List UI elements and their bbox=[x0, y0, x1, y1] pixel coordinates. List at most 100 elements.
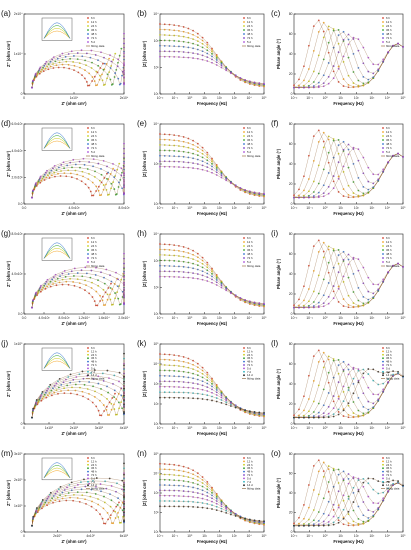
legend-label: 72 h bbox=[386, 146, 392, 150]
legend-marker bbox=[382, 139, 384, 141]
panel-label: (m) bbox=[1, 449, 13, 458]
series-36h bbox=[159, 39, 265, 86]
legend-label: 12 h bbox=[247, 20, 253, 24]
x-tick-label: 10⁻² bbox=[291, 96, 298, 100]
y-tick-label: 10⁴ bbox=[153, 122, 159, 126]
legend-marker bbox=[382, 374, 384, 377]
fit-line bbox=[31, 158, 125, 198]
panel-label: (c) bbox=[271, 9, 281, 18]
legend-label: 36 h bbox=[247, 356, 253, 360]
legend-label: 14 d bbox=[247, 373, 253, 377]
fit-line bbox=[31, 263, 125, 308]
legend-marker bbox=[87, 135, 89, 137]
fit-line bbox=[160, 506, 265, 522]
x-tick-label: 10⁻¹ bbox=[306, 426, 313, 430]
series-7d bbox=[159, 500, 265, 523]
legend-label: 12 h bbox=[91, 130, 97, 134]
x-tick-label: 10² bbox=[217, 316, 223, 320]
x-tick-label: 10³ bbox=[369, 534, 375, 538]
legend-label: 24 h bbox=[91, 463, 97, 467]
y-tick-label: 80 bbox=[289, 452, 293, 456]
fit-line bbox=[31, 363, 125, 418]
series-5d bbox=[293, 256, 404, 309]
x-tick-label: 10⁰ bbox=[323, 316, 329, 320]
data-point bbox=[159, 478, 161, 481]
x-tick-label: 8.0x10³ bbox=[59, 316, 71, 320]
x-tick-label: 10⁻¹ bbox=[172, 316, 179, 320]
fit-line bbox=[31, 253, 125, 308]
legend-marker bbox=[382, 350, 384, 353]
x-tick-label: 10⁰ bbox=[187, 96, 193, 100]
x-tick-label: 10⁴ bbox=[385, 426, 391, 430]
legend-label: 6 h bbox=[386, 346, 390, 350]
inset-curve bbox=[43, 22, 71, 39]
x-tick-label: 10⁰ bbox=[187, 534, 193, 538]
data-point bbox=[123, 83, 125, 85]
legend-marker bbox=[87, 480, 89, 483]
x-tick-label: 10⁵ bbox=[261, 426, 267, 430]
x-axis-label: Frequency (Hz) bbox=[197, 539, 228, 544]
x-tick-label: 10¹ bbox=[202, 206, 208, 210]
y-tick-label: 60 bbox=[289, 252, 293, 256]
x-axis-label: Frequency (Hz) bbox=[333, 211, 364, 216]
x-tick-label: 10⁻² bbox=[157, 96, 164, 100]
inset-frame bbox=[41, 457, 73, 481]
y-tick-label: 10² bbox=[154, 286, 160, 290]
fit-line bbox=[160, 375, 265, 415]
x-tick-label: 0 bbox=[23, 534, 25, 538]
inset-curve bbox=[43, 250, 71, 259]
inset bbox=[41, 237, 73, 261]
fit-line bbox=[294, 34, 404, 88]
legend-marker bbox=[243, 241, 245, 243]
legend-marker bbox=[382, 457, 384, 459]
legend: 6 h12 h24 h36 h48 h72 h5 d7 d14 dfitting… bbox=[242, 456, 261, 491]
series-12h bbox=[31, 167, 115, 199]
legend-marker bbox=[87, 374, 89, 377]
x-axis-label: Frequency (Hz) bbox=[197, 211, 228, 216]
legend-fit-label: fitting data bbox=[247, 264, 261, 268]
legend-marker bbox=[87, 360, 89, 363]
legend: 6 h12 h24 h36 h48 h72 h5 d7 d14 dfitting… bbox=[381, 456, 400, 491]
data-point bbox=[159, 358, 161, 361]
x-tick-label: 10¹ bbox=[338, 206, 344, 210]
x-axis-label: Frequency (Hz) bbox=[333, 539, 364, 544]
legend-label: 12 h bbox=[386, 20, 392, 24]
fit-line bbox=[31, 48, 122, 88]
data-point bbox=[159, 462, 161, 465]
fit-line bbox=[31, 268, 125, 308]
legend-marker bbox=[243, 364, 245, 366]
legend-marker bbox=[87, 241, 89, 243]
legend-marker bbox=[382, 249, 384, 251]
fit-line bbox=[31, 373, 125, 418]
x-tick-label: 10⁵ bbox=[261, 534, 267, 538]
plot-frame bbox=[159, 233, 265, 315]
data-point bbox=[159, 23, 161, 25]
panel-label: (j) bbox=[1, 339, 8, 348]
x-tick-label: 10² bbox=[217, 96, 223, 100]
fit-line bbox=[31, 278, 118, 308]
fit-line bbox=[31, 173, 108, 198]
legend-marker bbox=[382, 37, 384, 39]
legend-marker bbox=[382, 360, 384, 363]
x-tick-label: 4.0x10³ bbox=[39, 316, 51, 320]
fit-line bbox=[31, 33, 125, 88]
legend-marker bbox=[87, 367, 89, 370]
legend-label: 5 d bbox=[91, 40, 95, 44]
data-point bbox=[159, 28, 161, 31]
legend-label: 6 h bbox=[247, 16, 251, 20]
legend-label: 72 h bbox=[386, 473, 392, 477]
x-axis-label: Z' (ohm cm²) bbox=[62, 431, 88, 436]
legend-marker bbox=[87, 261, 89, 263]
panel-label: (k) bbox=[137, 339, 147, 348]
legend-label: 36 h bbox=[247, 248, 253, 252]
legend-marker bbox=[87, 25, 89, 27]
x-tick-label: 10⁰ bbox=[323, 96, 329, 100]
legend-label: 6 h bbox=[91, 456, 95, 460]
data-point bbox=[159, 33, 161, 36]
x-tick-label: 10² bbox=[217, 426, 223, 430]
legend: 6 h12 h24 h36 h48 h72 h5 d7 d14 dfitting… bbox=[381, 346, 400, 381]
y-tick-label: 20 bbox=[289, 182, 293, 186]
